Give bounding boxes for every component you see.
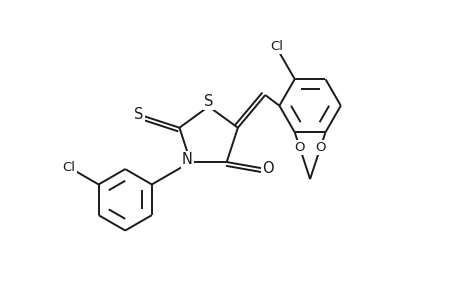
Text: Cl: Cl bbox=[62, 161, 75, 174]
Text: N: N bbox=[181, 152, 192, 167]
Text: O: O bbox=[294, 141, 304, 154]
Text: Cl: Cl bbox=[269, 40, 282, 53]
Text: O: O bbox=[261, 161, 273, 176]
Text: S: S bbox=[134, 107, 143, 122]
Text: S: S bbox=[203, 94, 213, 109]
Text: O: O bbox=[314, 141, 325, 154]
